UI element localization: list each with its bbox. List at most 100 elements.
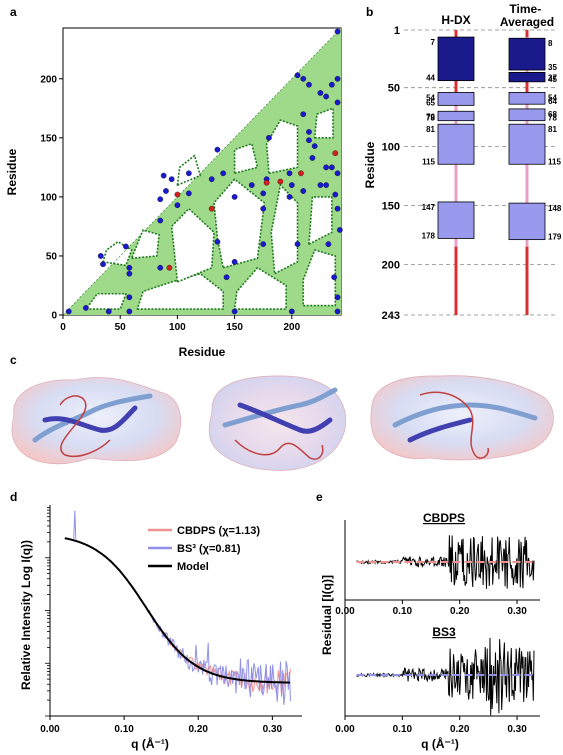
crosslink-point-blue bbox=[294, 241, 301, 247]
crosslink-point-blue bbox=[334, 308, 341, 315]
helix-start-label: 68 bbox=[548, 110, 557, 119]
crosslink-point-blue bbox=[328, 164, 335, 171]
helix-end-label: 179 bbox=[548, 233, 562, 242]
x-tick-label: 0.10 bbox=[393, 724, 413, 735]
panel-a-y-label: Residue bbox=[5, 148, 19, 195]
crosslink-point-blue bbox=[300, 75, 307, 82]
helix-block bbox=[437, 36, 475, 82]
panel-e-plot bbox=[356, 535, 535, 716]
crosslink-point-blue bbox=[309, 155, 316, 161]
crosslink-point-blue bbox=[220, 170, 227, 177]
x-tick-label: 0 bbox=[60, 322, 66, 333]
crosslink-point-blue bbox=[334, 99, 341, 106]
helix-block bbox=[508, 92, 546, 105]
panel-d-y-label: Relative Intensity Log I(q)) bbox=[19, 540, 33, 690]
helix-start-label: 81 bbox=[426, 125, 435, 134]
panel-a-contact-map bbox=[62, 27, 343, 316]
crosslink-point-blue bbox=[231, 259, 238, 265]
panel-d-legend: CBDPS (χ=1.13) BS³ (χ=0.81) Model bbox=[148, 525, 260, 573]
crosslink-point-blue bbox=[83, 305, 89, 311]
series-model bbox=[64, 537, 291, 684]
y-tick-label: 0 bbox=[51, 311, 57, 322]
helix-block bbox=[437, 110, 475, 122]
helix-1b bbox=[42, 405, 138, 433]
crosslink-point-blue bbox=[157, 196, 164, 203]
helix-end-label: 44 bbox=[426, 74, 435, 83]
loop-2 bbox=[234, 439, 324, 460]
crosslink-point-blue bbox=[323, 93, 329, 100]
non-contact-region bbox=[270, 184, 299, 275]
non-contact-region bbox=[130, 229, 160, 260]
crosslink-point-blue bbox=[185, 190, 192, 197]
crosslink-point-blue bbox=[260, 205, 267, 212]
top-x-tick-label: 0.10 bbox=[393, 606, 413, 617]
crosslink-point-blue bbox=[157, 264, 164, 271]
crosslink-point-blue bbox=[163, 188, 169, 194]
non-contact-region bbox=[136, 272, 224, 310]
panel-b-letter: b bbox=[366, 5, 373, 19]
panel-b-col2-line2: Averaged bbox=[500, 15, 554, 29]
helix-block bbox=[437, 201, 475, 239]
crosslink-point-blue bbox=[334, 75, 341, 82]
crosslink-point-blue bbox=[337, 227, 343, 233]
helix-block bbox=[508, 71, 546, 83]
crosslink-point-blue bbox=[306, 137, 312, 144]
panel-b-col2-header: Time- Averaged bbox=[500, 2, 554, 29]
helix-block bbox=[508, 123, 546, 165]
legend-label: BS³ (χ=0.81) bbox=[177, 543, 241, 555]
crosslink-point-red bbox=[298, 170, 304, 177]
crosslink-point-blue bbox=[323, 164, 329, 171]
helix-start-label: 37 bbox=[548, 73, 557, 82]
crosslink-point-blue bbox=[328, 81, 335, 88]
helix-end-label: 78 bbox=[426, 114, 435, 123]
top-x-tick-label: 0.00 bbox=[335, 606, 355, 617]
x-tick-label: 0.20 bbox=[450, 724, 470, 735]
helix-end-label: 35 bbox=[548, 63, 557, 72]
crosslink-point-red bbox=[332, 150, 339, 157]
non-contact-region bbox=[176, 154, 202, 186]
x-tick-label: 200 bbox=[283, 322, 300, 333]
crosslink-point-blue bbox=[126, 270, 133, 277]
helix-start-label: 148 bbox=[548, 204, 562, 213]
non-contact-region bbox=[213, 178, 266, 269]
helix-end-label: 78 bbox=[548, 114, 557, 123]
crosslink-point-blue bbox=[174, 202, 181, 209]
panel-c: c bbox=[10, 353, 554, 471]
y-tick-label: 200 bbox=[40, 74, 57, 85]
panel-d: d 0.00 0.10 0.20 0.30 CBDPS (χ=1.13) BS³ (χ=… bbox=[10, 490, 302, 751]
x-tick-label: 0.00 bbox=[335, 724, 355, 735]
legend-label: CBDPS (χ=1.13) bbox=[177, 525, 260, 537]
y-tick-label: 100 bbox=[382, 142, 400, 154]
crosslink-point-blue bbox=[286, 194, 293, 200]
non-contact-region bbox=[302, 249, 337, 307]
crosslink-point-blue bbox=[334, 294, 341, 301]
panel-c-view-2 bbox=[208, 375, 347, 471]
x-tick-label: 150 bbox=[226, 322, 243, 333]
panel-b-col2-line1: Time- bbox=[509, 2, 541, 16]
helix-3b bbox=[407, 417, 473, 443]
crosslink-point-blue bbox=[334, 205, 341, 212]
panel-d-axes: 0.00 0.10 0.20 0.30 bbox=[40, 505, 302, 735]
crosslink-point-blue bbox=[126, 308, 133, 315]
crosslink-point-blue bbox=[323, 182, 329, 188]
crosslink-point-blue bbox=[288, 182, 295, 188]
helix-start-label: 7 bbox=[431, 38, 436, 47]
y-tick-label: 150 bbox=[382, 200, 400, 212]
non-contact-region bbox=[308, 196, 333, 245]
x-tick-label: 0.30 bbox=[263, 724, 283, 735]
loop-3 bbox=[419, 391, 489, 459]
crosslink-point-blue bbox=[157, 217, 164, 224]
non-contact-region bbox=[265, 119, 299, 175]
crosslink-point-blue bbox=[126, 294, 133, 301]
x-tick-label: 0.30 bbox=[507, 724, 527, 735]
y-tick-label: 200 bbox=[382, 259, 400, 271]
crosslink-point-blue bbox=[334, 170, 341, 177]
non-contact-region bbox=[233, 266, 287, 310]
helix-start-label: 70 bbox=[426, 112, 435, 121]
panel-e-axes: 0.00 0.00 0.10 0.10 0.20 0.20 0.30 0.30 bbox=[335, 520, 540, 735]
crosslink-point-blue bbox=[294, 72, 301, 79]
y-tick-label: 243 bbox=[382, 310, 400, 322]
y-tick-label: 1 bbox=[394, 25, 400, 37]
